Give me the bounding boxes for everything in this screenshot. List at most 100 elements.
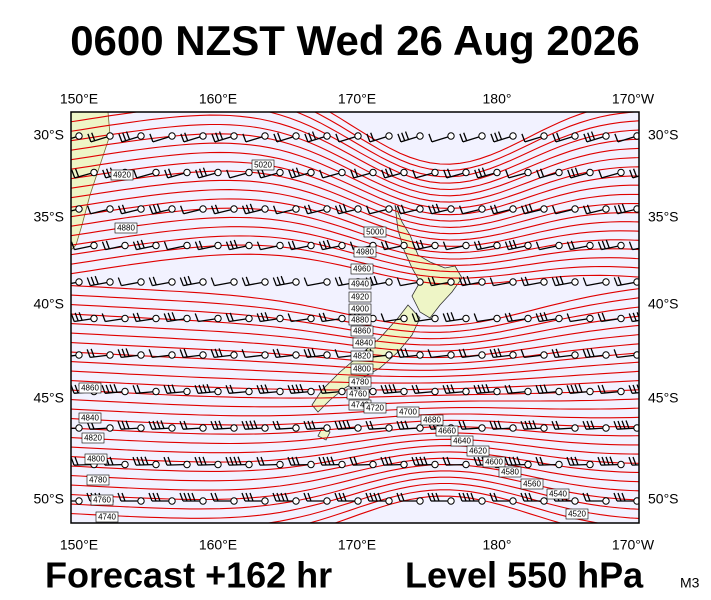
barb-staff	[291, 537, 311, 538]
barb-feather	[629, 529, 632, 537]
barb-feather	[291, 240, 296, 250]
station	[462, 241, 470, 250]
contour-line	[71, 133, 639, 203]
barb-feather	[544, 529, 547, 537]
barb-feather	[326, 239, 331, 249]
contour-line	[71, 407, 639, 417]
barb-feather	[218, 420, 223, 429]
contour-label: 4580	[501, 468, 519, 477]
contour-label: 4520	[568, 510, 586, 519]
barb-feather	[380, 385, 385, 394]
barb-feather	[462, 420, 467, 430]
station	[571, 497, 579, 505]
barb-feather	[272, 492, 277, 502]
station	[261, 497, 269, 505]
contour-label: 4740	[351, 401, 369, 410]
barb-feather	[90, 276, 95, 286]
station	[230, 497, 238, 505]
station	[75, 205, 83, 213]
barb-feather	[117, 420, 122, 430]
barb-feather	[198, 384, 203, 394]
barb-feather	[602, 529, 605, 537]
contour-label: 4700	[399, 408, 417, 417]
station	[369, 168, 377, 177]
station	[649, 315, 655, 321]
station	[571, 351, 579, 359]
barb-feather	[308, 132, 313, 141]
barb-feather	[524, 276, 529, 286]
barb-feather	[349, 241, 355, 250]
barb-feather	[586, 348, 591, 358]
barb-feather	[411, 241, 417, 250]
barb-feather	[474, 169, 479, 179]
station	[323, 132, 331, 140]
barb-feather	[198, 240, 203, 250]
barb-feather	[524, 204, 530, 214]
barb-feather	[470, 492, 475, 502]
station	[555, 387, 563, 396]
station	[199, 132, 207, 140]
station	[571, 205, 579, 213]
station	[400, 387, 408, 396]
barb-feather	[226, 529, 229, 537]
barb-feather	[225, 385, 230, 394]
barb-feather	[442, 313, 447, 322]
station	[184, 534, 190, 540]
station	[199, 424, 207, 432]
station	[649, 242, 655, 248]
contour-label-box	[350, 363, 374, 375]
station	[214, 460, 222, 469]
barb-feather	[350, 169, 355, 179]
station	[400, 314, 408, 323]
barb-feather	[419, 239, 424, 249]
station	[463, 534, 469, 540]
barb-feather	[101, 313, 106, 322]
barb-feather	[455, 529, 458, 537]
station	[416, 424, 424, 432]
station	[555, 241, 563, 250]
barb-feather	[474, 529, 477, 537]
barb-feather	[176, 529, 179, 537]
barb-feather	[210, 420, 215, 430]
station	[246, 534, 252, 540]
lat-label-left: 40°S	[33, 296, 64, 312]
contour-label-box	[498, 466, 522, 478]
barb-feather	[334, 205, 340, 214]
lon-label-bottom: 180°	[483, 537, 512, 553]
barb-feather	[520, 420, 525, 430]
station	[385, 205, 393, 213]
contour-line	[71, 457, 639, 491]
station	[649, 461, 655, 467]
barb-staff	[632, 319, 639, 323]
contour-label-box	[350, 263, 374, 275]
barb-feather	[521, 133, 526, 143]
contour-label-box	[565, 508, 589, 520]
barb-feather	[334, 492, 339, 502]
station	[493, 241, 501, 250]
barb-feather	[86, 492, 91, 502]
barb-feather	[109, 384, 114, 393]
barb-feather	[427, 205, 433, 214]
station	[524, 387, 532, 396]
barb-feather	[493, 420, 498, 430]
station	[153, 534, 159, 540]
contour-label: 4760	[93, 496, 111, 505]
barb-feather	[241, 492, 246, 502]
barb-feather	[102, 529, 105, 537]
barb-feather	[617, 420, 622, 430]
station	[369, 387, 377, 396]
station	[307, 387, 315, 396]
barb-feather	[71, 241, 76, 250]
barb-feather	[156, 420, 161, 429]
contour-label: 4880	[351, 316, 369, 325]
contour-label: 4820	[353, 352, 371, 361]
barb-feather	[295, 456, 300, 466]
barb-feather	[180, 133, 185, 143]
barb-feather	[152, 276, 157, 286]
barb-feather	[570, 168, 576, 177]
station	[137, 132, 145, 140]
station	[478, 205, 486, 213]
barb-feather	[183, 276, 188, 286]
barb-feather	[338, 276, 343, 286]
station	[168, 424, 176, 432]
